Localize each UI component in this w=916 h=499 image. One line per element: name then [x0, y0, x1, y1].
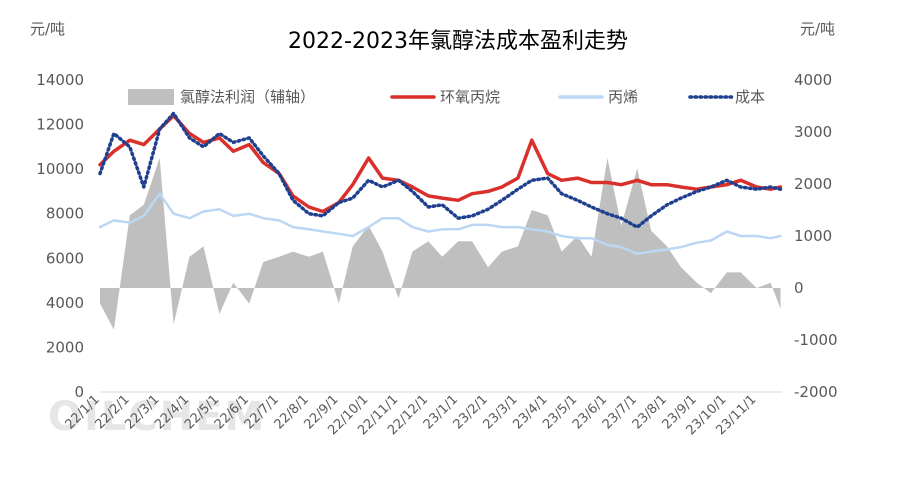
left-tick-label: 2000 — [46, 338, 84, 356]
legend-profit-label: 氯醇法利润（辅轴） — [180, 88, 315, 106]
profit-area-series — [100, 158, 781, 330]
left-tick-label: 14000 — [36, 71, 84, 89]
series-line-propylene — [98, 192, 782, 256]
series-line-cost — [98, 111, 783, 229]
left-tick-label: 4000 — [46, 294, 84, 312]
legend: 氯醇法利润（辅轴） 环氧丙烷 丙烯 成本 — [128, 88, 765, 106]
line-series — [98, 111, 783, 256]
legend-cost-label: 成本 — [735, 88, 765, 106]
chart-title: 2022-2023年氯醇法成本盈利走势 — [288, 29, 628, 54]
right-tick-label: -2000 — [794, 383, 838, 401]
watermark: OILCHEM — [48, 394, 266, 440]
series-line-po — [98, 113, 783, 214]
profit-area — [100, 158, 781, 330]
left-tick-label: 10000 — [36, 160, 84, 178]
left-tick-label: 8000 — [46, 205, 84, 223]
right-axis: -2000 -1000 0 1000 2000 3000 4000 — [794, 71, 838, 401]
left-axis-unit: 元/吨 — [30, 20, 65, 38]
right-tick-label: 3000 — [794, 123, 832, 141]
legend-propylene-label: 丙烯 — [608, 88, 638, 106]
legend-profit-swatch — [128, 89, 174, 105]
right-tick-label: 0 — [794, 279, 804, 297]
legend-po-label: 环氧丙烷 — [440, 88, 500, 106]
right-tick-label: 2000 — [794, 175, 832, 193]
right-tick-label: 4000 — [794, 71, 832, 89]
right-tick-label: -1000 — [794, 331, 838, 349]
right-tick-label: 1000 — [794, 227, 832, 245]
left-tick-label: 0 — [74, 383, 84, 401]
left-tick-label: 6000 — [46, 249, 84, 267]
left-axis: 0 2000 4000 6000 8000 10000 12000 14000 — [36, 71, 84, 401]
left-tick-label: 12000 — [36, 116, 84, 134]
right-axis-unit: 元/吨 — [800, 20, 835, 38]
